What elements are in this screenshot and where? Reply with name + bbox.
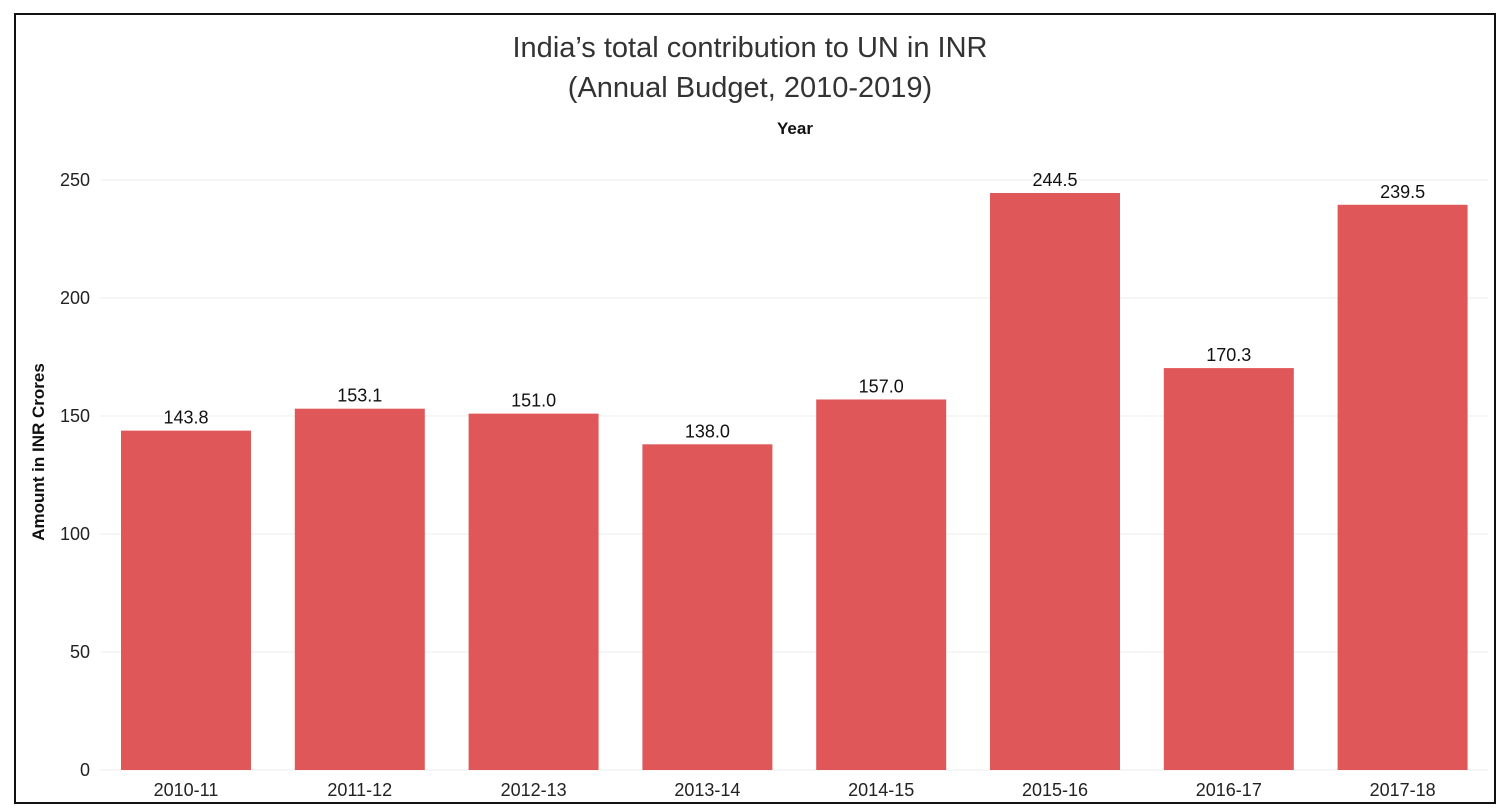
value-label: 239.5 — [1380, 182, 1425, 202]
bar-2015-16 — [990, 192, 1120, 771]
y-tick-label: 250 — [60, 170, 90, 190]
value-label: 170.3 — [1206, 345, 1251, 365]
x-axis-ticks: 2010-11 2011-12 2012-13 2013-14 2014-15 2015-… — [154, 780, 1436, 800]
y-tick-label: 150 — [60, 406, 90, 426]
y-axis-ticks: 0 50 100 150 200 250 — [60, 170, 90, 780]
value-label: 138.0 — [685, 421, 730, 441]
chart-title-block: India’s total contribution to UN in INR … — [0, 28, 1500, 108]
y-tick-label: 50 — [70, 642, 90, 662]
bar-2016-17 — [1163, 368, 1294, 770]
x-tick-label: 2013-14 — [674, 780, 740, 800]
x-tick-label: 2010-11 — [154, 780, 219, 800]
y-tick-label: 0 — [80, 760, 90, 780]
value-label: 153.1 — [337, 386, 382, 406]
value-label: 151.0 — [511, 391, 556, 411]
value-labels: 143.8 153.1 151.0 138.0 157.0 244.5 170.3 239.5 — [163, 170, 1425, 441]
bar-2012-13 — [468, 413, 599, 770]
bar-2010-11 — [121, 430, 251, 770]
bar-2014-15 — [816, 399, 947, 770]
bar-2011-12 — [294, 408, 425, 770]
y-tick-label: 200 — [60, 288, 90, 308]
x-tick-label: 2015-16 — [1022, 780, 1088, 800]
y-tick-label: 100 — [60, 524, 90, 544]
x-tick-label: 2016-17 — [1196, 780, 1262, 800]
bar-2013-14 — [642, 444, 773, 770]
x-axis-title: Year — [777, 119, 813, 138]
x-tick-label: 2012-13 — [501, 780, 567, 800]
value-label: 157.0 — [859, 376, 904, 396]
y-axis-title: Amount in INR Crores — [29, 363, 48, 541]
x-tick-label: 2011-12 — [327, 780, 392, 800]
value-label: 244.5 — [1032, 170, 1077, 190]
bars — [121, 192, 1468, 771]
chart-subtitle: (Annual Budget, 2010-2019) — [567, 72, 933, 104]
bar-2017-18 — [1337, 204, 1468, 770]
value-label: 143.8 — [163, 408, 208, 428]
x-tick-label: 2017-18 — [1370, 780, 1436, 800]
chart-title: India’s total contribution to UN in INR — [512, 32, 988, 64]
x-tick-label: 2014-15 — [848, 780, 914, 800]
